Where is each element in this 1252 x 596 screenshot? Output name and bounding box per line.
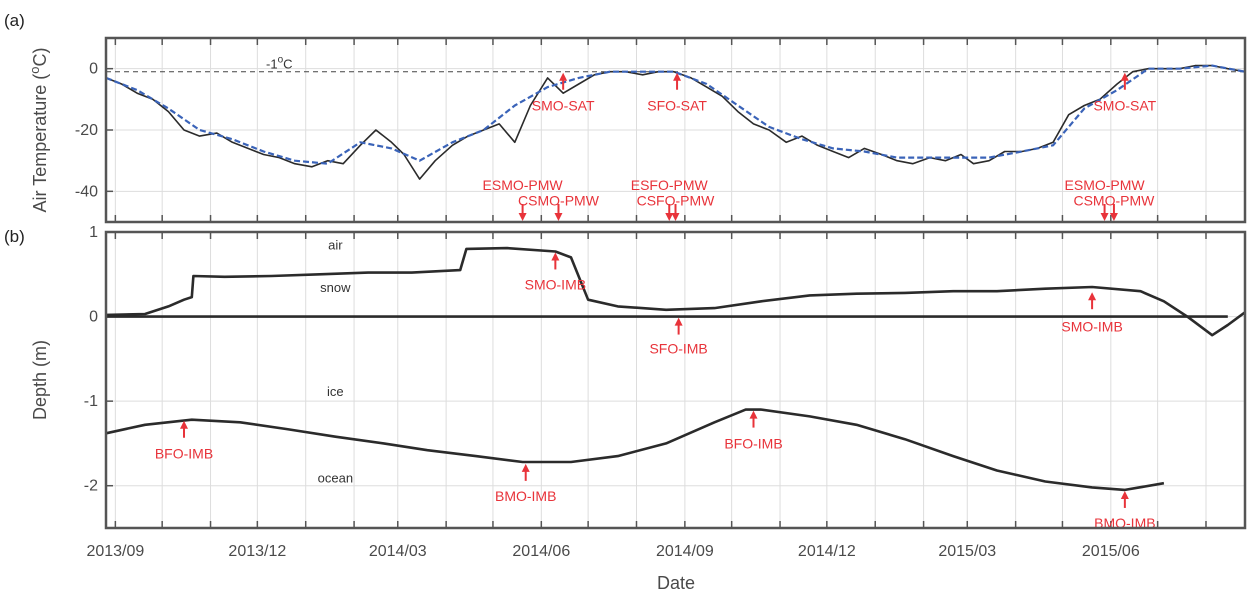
series-line-1 [105,64,1246,165]
arrow-up-icon [673,72,682,81]
arrow-up-icon [749,410,758,419]
arrow-up-icon [551,252,560,261]
y-axis-label: Air Temperature (oC) [27,48,50,213]
series-line-0 [105,64,1246,180]
panel-label: (b) [4,227,25,246]
arrow-up-icon [1120,490,1129,499]
annotation-esmo-pmw: ESMO-PMW [1065,177,1146,221]
annotation-label: ESFO-PMW [631,177,709,193]
y-tick-label: 1 [89,224,98,241]
annotation-label: CSFO-PMW [637,193,716,209]
annotation-label: BFO-IMB [155,446,213,462]
annotation-esmo-pmw: ESMO-PMW [483,177,564,221]
arrow-up-icon [1088,292,1097,301]
panel-a-air-temperature: 0 -20 -40 -1oC SMO-SAT SFO-SAT SMO-SAT ESMO-PMW… [4,11,1247,224]
panel-b-depth: 1 0 -1 -2 air snow ice ocean SMO-IMB SFO-IMB SMO-I… [4,224,1247,560]
y-tick-label: -20 [75,122,98,139]
y-tick-label: -1 [84,393,98,410]
annotation-bfo-imb: BFO-IMB [155,420,213,462]
x-tick-label: 2013/12 [228,543,286,560]
arrow-down-icon [1100,213,1109,221]
x-tick-label: 2015/03 [938,543,996,560]
annotation-label: CSMO-PMW [518,193,600,209]
annotation-csmo-pmw: CSMO-PMW [518,193,600,221]
y-tick-label: -40 [75,183,98,200]
arrow-up-icon [521,463,530,472]
x-axis-label: Date [657,573,695,593]
annotation-label: ESMO-PMW [483,177,564,193]
annotation-esfo-pmw: ESFO-PMW [631,177,709,221]
series-line-2 [105,408,1165,492]
region-label-snow: snow [320,280,351,295]
annotation-smo-sat: SMO-SAT [1093,72,1157,113]
x-tick-label: 2014/06 [512,543,570,560]
arrow-down-icon [671,213,680,221]
annotation-label: SMO-SAT [532,97,595,113]
y-tick-label: -2 [84,478,98,495]
region-label-ocean: ocean [318,470,353,485]
annotation-label: BFO-IMB [724,435,782,451]
series-line-0 [105,246,1246,337]
annotation-label: SMO-IMB [1061,319,1122,335]
y-tick-label: 0 [89,61,98,78]
annotation-csfo-pmw: CSFO-PMW [637,193,716,221]
annotation-bfo-imb: BFO-IMB [724,410,783,451]
region-label-air: air [328,238,343,253]
annotation-csmo-pmw: CSMO-PMW [1073,193,1155,221]
annotation-sfo-sat: SFO-SAT [647,72,707,113]
arrow-down-icon [554,213,563,221]
arrow-up-icon [1120,72,1129,81]
plot-frame [104,36,1247,224]
annotation-sfo-imb: SFO-IMB [649,317,708,357]
x-tick-label: 2015/06 [1082,543,1140,560]
region-label-ice: ice [327,384,344,399]
annotation-label: ESMO-PMW [1065,177,1146,193]
arrow-down-icon [518,213,527,221]
annotation-smo-imb: SMO-IMB [525,252,586,292]
annotation-label: BMO-IMB [495,488,556,504]
x-tick-label: 2013/09 [86,543,144,560]
reference-line-label: -1oC [266,55,293,72]
y-tick-label: 0 [89,309,98,326]
x-tick-label: 2014/12 [798,543,856,560]
arrow-down-icon [665,213,674,221]
arrow-up-icon [180,420,189,429]
plot-background [106,232,1245,528]
annotation-label: CSMO-PMW [1073,193,1155,209]
arrow-up-icon [674,317,683,326]
annotation-label: SFO-IMB [649,341,707,357]
annotation-label: SFO-SAT [647,97,707,113]
annotation-label: SMO-SAT [1093,97,1156,113]
annotation-smo-imb: SMO-IMB [1061,292,1123,335]
arrow-up-icon [559,72,568,81]
annotation-label: SMO-IMB [525,276,586,292]
annotation-smo-sat: SMO-SAT [532,72,595,113]
arrow-down-icon [1109,213,1118,221]
plot-frame [104,230,1247,530]
x-tick-label: 2014/03 [369,543,427,560]
x-tick-label: 2014/09 [656,543,714,560]
panel-label: (a) [4,11,25,30]
y-axis-label: Depth (m) [30,340,50,420]
annotation-bmo-imb: BMO-IMB [495,463,556,504]
